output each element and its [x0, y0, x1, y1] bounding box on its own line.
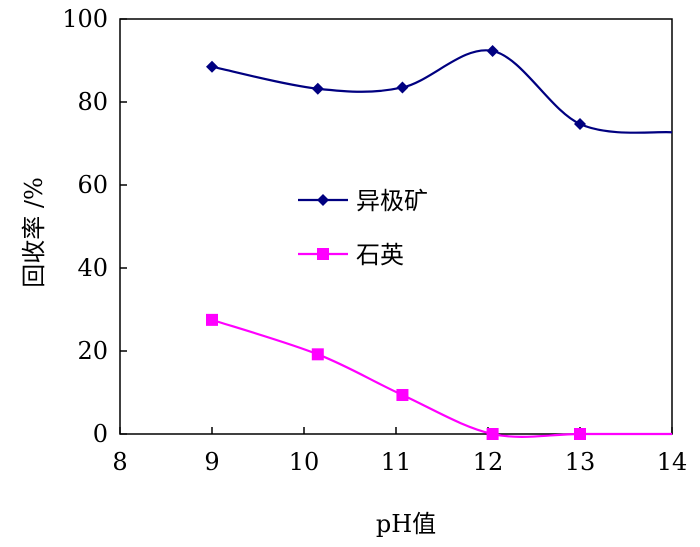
- series-line-1: [211, 318, 672, 438]
- data-point-square: [206, 313, 218, 326]
- x-tick-label: 8: [112, 448, 127, 476]
- legend: 异极矿 石英: [298, 187, 428, 269]
- data-point-diamond: [396, 81, 409, 94]
- y-tick-label: 100: [62, 5, 108, 33]
- data-point-square: [396, 388, 409, 401]
- x-axis-title: pH值: [376, 510, 436, 538]
- legend-label-1: 石英: [356, 241, 404, 269]
- y-tick-label: 0: [93, 420, 108, 448]
- data-point-square: [486, 428, 499, 440]
- data-point-diamond: [574, 117, 586, 130]
- plot-frame: [119, 18, 673, 435]
- y-axis-title: 回收率 /%: [20, 177, 48, 288]
- data-point-diamond: [206, 60, 218, 73]
- data-point-square: [574, 428, 586, 440]
- legend-item-1: 石英: [298, 241, 404, 269]
- y-tick-label: 40: [77, 254, 108, 282]
- y-tick-label: 60: [77, 171, 108, 199]
- x-tick-label: 10: [289, 448, 320, 476]
- legend-label-0: 异极矿: [356, 187, 428, 215]
- series-1: [206, 313, 672, 440]
- x-axis: 8 9 10 11 12 13 14: [112, 427, 687, 476]
- x-tick-label: 9: [204, 448, 219, 476]
- legend-item-0: 异极矿: [298, 187, 428, 215]
- x-tick-label: 11: [381, 448, 412, 476]
- data-point-diamond: [486, 44, 499, 57]
- data-point-square: [311, 348, 324, 361]
- series-line-0: [211, 49, 673, 134]
- y-tick-label: 20: [77, 337, 108, 365]
- legend-marker-diamond-icon: [317, 194, 329, 206]
- x-tick-label: 14: [657, 448, 688, 476]
- y-axis: 0 20 40 60 80 100: [62, 5, 127, 448]
- y-tick-label: 80: [77, 88, 108, 116]
- series-0: [206, 44, 673, 134]
- legend-marker-square-icon: [317, 248, 329, 260]
- x-tick-label: 13: [565, 448, 596, 476]
- plot-area: [119, 18, 673, 435]
- series-layer: [206, 44, 673, 440]
- data-point-diamond: [311, 82, 324, 95]
- x-tick-label: 12: [473, 448, 504, 476]
